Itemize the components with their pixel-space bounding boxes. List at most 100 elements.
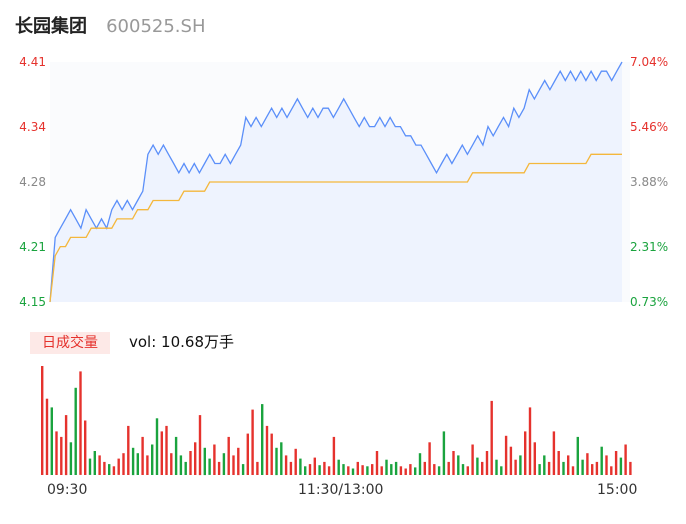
y-tick-price-1: 4.34 xyxy=(19,119,46,134)
volume-bar xyxy=(351,468,355,475)
volume-bar xyxy=(562,461,565,475)
average-price-line xyxy=(49,153,622,303)
volume-bar xyxy=(342,464,345,475)
volume-bar xyxy=(270,433,273,475)
volume-bar xyxy=(476,457,479,475)
volume-bar xyxy=(131,447,135,476)
volume-bar xyxy=(495,459,498,475)
volume-bar xyxy=(41,366,44,475)
volume-bars xyxy=(41,366,632,476)
volume-bar xyxy=(184,461,187,475)
volume-bar xyxy=(117,458,120,475)
volume-bar xyxy=(504,435,508,475)
volume-bar xyxy=(217,461,221,475)
volume-bar xyxy=(409,464,412,475)
volume-bar xyxy=(399,466,403,475)
volume-bar xyxy=(471,444,474,475)
volume-bar xyxy=(318,465,321,475)
volume-bar xyxy=(543,455,546,475)
volume-bar xyxy=(509,446,513,475)
volume-bar xyxy=(452,451,455,475)
volume-bar xyxy=(375,451,379,475)
volume-bar xyxy=(203,447,206,476)
volume-bar xyxy=(356,461,359,475)
volume-bar xyxy=(60,436,63,475)
volume-bar xyxy=(418,453,422,475)
volume-bar xyxy=(294,448,297,475)
volume-bar xyxy=(481,461,484,475)
volume-bar xyxy=(404,468,407,475)
volume-bar xyxy=(485,451,489,475)
volume-readout: vol: 10.68万手 xyxy=(129,333,234,351)
volume-bar xyxy=(538,464,541,475)
volume-bar xyxy=(461,464,465,475)
volume-bar xyxy=(160,431,163,475)
volume-bar xyxy=(514,459,517,475)
volume-bar xyxy=(600,446,603,475)
volume-tag[interactable]: 日成交量 xyxy=(30,332,110,354)
volume-bar xyxy=(500,466,503,475)
y-tick-percent-2: 3.88% xyxy=(630,175,669,189)
volume-bar xyxy=(614,451,618,475)
volume-bar xyxy=(289,461,293,475)
volume-bar xyxy=(45,398,49,475)
volume-bar xyxy=(533,442,536,475)
volume-bar xyxy=(433,464,436,475)
volume-bar xyxy=(64,415,68,476)
volume-bar xyxy=(237,447,240,476)
volume-bar xyxy=(528,407,532,475)
x-tick-1: 11:30/13:00 xyxy=(298,482,384,498)
y-tick-price-2: 4.28 xyxy=(19,175,46,189)
volume-bar xyxy=(261,404,264,475)
volume-bar xyxy=(146,455,149,475)
volume-bar xyxy=(189,451,192,475)
volume-bar xyxy=(208,458,211,475)
volume-bar xyxy=(323,461,326,475)
volume-bar xyxy=(567,455,570,475)
y-tick-percent-3: 2.31% xyxy=(630,239,669,254)
y-tick-percent-1: 5.46% xyxy=(630,119,669,134)
volume-bar xyxy=(327,466,331,475)
volume-bar xyxy=(414,467,417,475)
volume-bar xyxy=(552,431,556,475)
volume-bar xyxy=(84,420,87,475)
volume-bar xyxy=(141,436,144,475)
volume-bar xyxy=(170,453,173,475)
volume-bar xyxy=(457,455,460,475)
x-tick-2: 15:00 xyxy=(597,482,638,498)
volume-bar xyxy=(265,425,269,475)
volume-bar xyxy=(308,464,312,475)
volume-bar xyxy=(581,459,584,475)
volume-bar xyxy=(151,444,154,475)
volume-bar xyxy=(232,455,235,475)
volume-bar xyxy=(366,466,369,475)
volume-bar xyxy=(284,455,288,475)
y-tick-percent-0: 7.04% xyxy=(630,55,669,69)
volume-bar xyxy=(155,418,159,475)
y-tick-price-4: 4.15 xyxy=(19,295,46,309)
volume-bar xyxy=(103,461,106,475)
volume-bar xyxy=(347,466,350,475)
volume-bar xyxy=(50,407,53,475)
volume-bar xyxy=(394,461,398,475)
volume-bar xyxy=(122,453,125,475)
volume-bar xyxy=(179,455,183,475)
stock-code: 600525.SH xyxy=(106,16,206,37)
volume-bar xyxy=(74,387,77,475)
volume-bar xyxy=(174,436,178,475)
volume-bar xyxy=(423,461,426,475)
volume-bar xyxy=(256,461,259,475)
volume-bar xyxy=(428,442,431,475)
volume-bar xyxy=(547,461,551,475)
volume-bar xyxy=(519,455,522,475)
stock-name: 长园集团 xyxy=(15,16,87,37)
volume-bar xyxy=(619,457,623,475)
y-tick-price-3: 4.21 xyxy=(19,239,46,254)
volume-bar xyxy=(275,447,278,476)
price-line xyxy=(49,61,623,303)
volume-bar xyxy=(371,464,374,475)
volume-bar xyxy=(299,458,302,475)
volume-bar xyxy=(447,461,450,475)
y-tick-price-0: 4.41 xyxy=(19,55,46,69)
